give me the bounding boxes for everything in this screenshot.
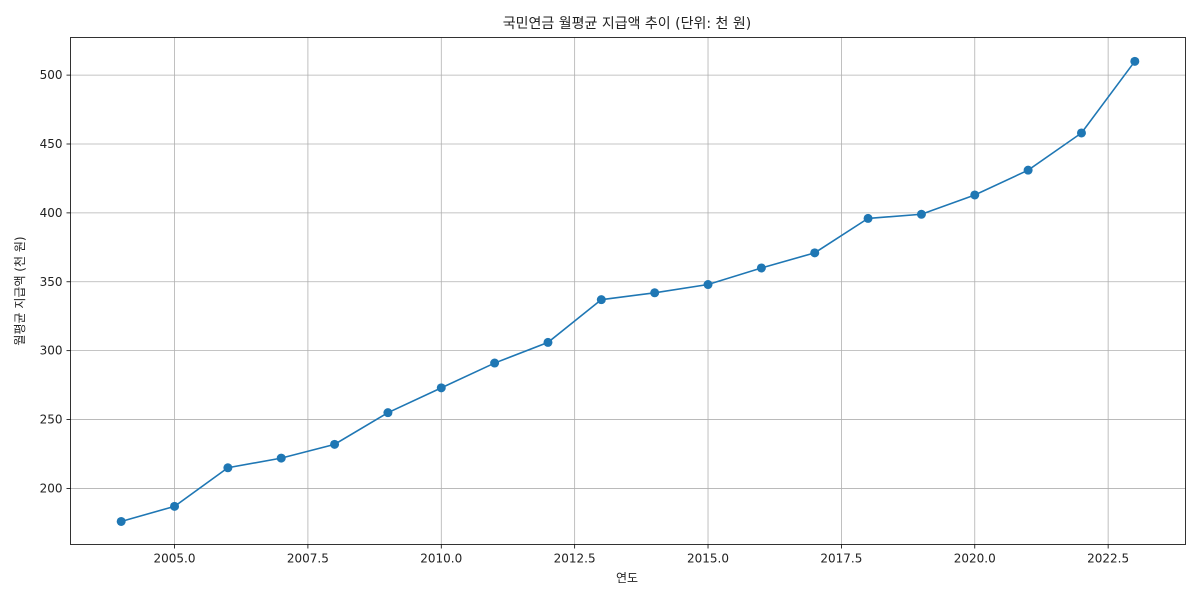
data-point — [170, 501, 180, 511]
data-point — [116, 516, 126, 526]
y-tick-label: 400 — [40, 206, 63, 220]
data-point — [436, 383, 446, 393]
data-point — [223, 463, 233, 473]
data-point — [1130, 56, 1140, 66]
data-point — [916, 209, 926, 219]
data-point — [703, 280, 713, 290]
y-tick-label: 250 — [40, 413, 63, 427]
y-tick-label: 200 — [40, 481, 63, 495]
grid — [70, 37, 1186, 545]
data-point — [810, 248, 820, 258]
data-point — [276, 453, 286, 463]
x-tick-label: 2012.5 — [554, 552, 596, 566]
data-point — [543, 337, 553, 347]
x-tick-label: 2017.5 — [820, 552, 862, 566]
data-point — [970, 190, 980, 200]
chart-title: 국민연금 월평균 지급액 추이 (단위: 천 원) — [503, 16, 751, 32]
x-tick-label: 2015.0 — [687, 552, 729, 566]
x-tick-label: 2022.5 — [1087, 552, 1129, 566]
y-tick-label: 500 — [40, 68, 63, 82]
data-point — [1076, 128, 1086, 138]
data-point — [650, 288, 660, 298]
y-tick-label: 350 — [40, 275, 63, 289]
y-axis: 200 250 300 350 400 450 500 — [40, 68, 71, 495]
data-point — [756, 263, 766, 273]
x-tick-label: 2005.0 — [154, 552, 196, 566]
y-tick-label: 300 — [40, 344, 63, 358]
data-point — [1023, 165, 1033, 175]
data-point — [330, 439, 340, 449]
data-point — [490, 358, 500, 368]
data-point — [596, 295, 606, 305]
plot-frame — [70, 37, 1186, 545]
x-axis: 2005.0 2007.5 2010.0 2012.5 2015.0 2017.5 2020… — [154, 544, 1129, 566]
x-tick-label: 2010.0 — [420, 552, 462, 566]
y-axis-label: 월평균 지급액 (천 원) — [12, 236, 27, 345]
y-tick-label: 450 — [40, 137, 63, 151]
series-line — [120, 60, 1136, 523]
data-point — [863, 213, 873, 223]
x-tick-label: 2020.0 — [954, 552, 996, 566]
data-series — [116, 56, 1140, 526]
x-tick-label: 2007.5 — [287, 552, 329, 566]
data-point — [383, 408, 393, 418]
x-axis-label: 연도 — [616, 571, 638, 585]
